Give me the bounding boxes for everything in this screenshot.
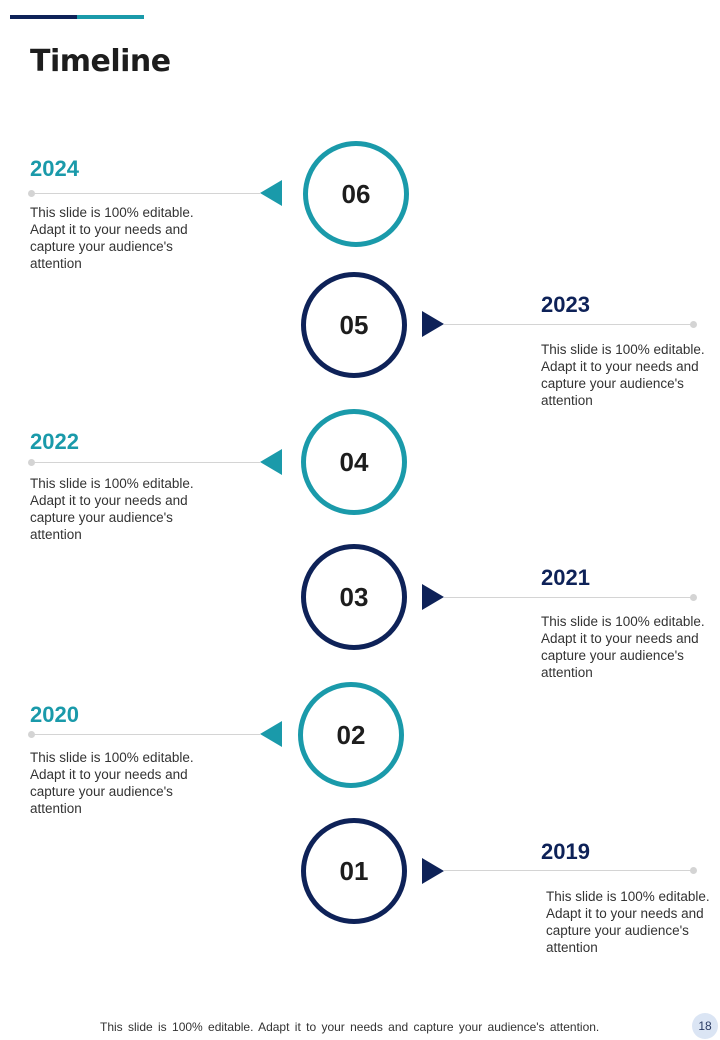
milestone-year: 2019: [541, 839, 590, 864]
milestone-circle-03: 03: [301, 544, 407, 650]
milestone-number: 06: [341, 178, 371, 209]
milestone-year: 2021: [541, 565, 590, 590]
milestone-description: This slide is 100% editable. Adapt it to…: [546, 889, 710, 955]
line-end-dot: [28, 459, 35, 466]
milestone-year: 2020: [30, 702, 79, 727]
page-title: Timeline: [30, 44, 171, 79]
pointer-right-icon: [422, 311, 444, 337]
milestone-number: 04: [339, 446, 369, 477]
line-end-dot: [28, 190, 35, 197]
connector-line: [32, 462, 260, 463]
milestone-year: 2024: [30, 156, 79, 181]
milestone-circle-01: 01: [301, 818, 407, 924]
milestone-circle-04: 04: [301, 409, 407, 515]
pointer-left-icon: [260, 449, 282, 475]
connector-line: [444, 324, 693, 325]
milestone-description: This slide is 100% editable. Adapt it to…: [541, 342, 705, 408]
milestone-year: 2023: [541, 292, 590, 317]
milestone-number: 02: [336, 719, 366, 750]
milestone-circle-02: 02: [298, 682, 404, 788]
connector-line: [444, 597, 693, 598]
page-number-badge: 18: [692, 1013, 718, 1039]
milestone-circle-05: 05: [301, 272, 407, 378]
milestone-description: This slide is 100% editable. Adapt it to…: [541, 614, 705, 680]
milestone-description: This slide is 100% editable. Adapt it to…: [30, 476, 194, 542]
line-end-dot: [690, 867, 697, 874]
milestone-year: 2022: [30, 429, 79, 454]
footer-note: This slide is 100% editable. Adapt it to…: [100, 1020, 600, 1034]
line-end-dot: [28, 731, 35, 738]
milestone-circle-06: 06: [303, 141, 409, 247]
milestone-number: 03: [339, 581, 369, 612]
top-accent-bar-navy: [10, 15, 77, 19]
milestone-description: This slide is 100% editable. Adapt it to…: [30, 205, 194, 271]
connector-line: [444, 870, 693, 871]
milestone-description: This slide is 100% editable. Adapt it to…: [30, 750, 194, 816]
line-end-dot: [690, 321, 697, 328]
top-accent-bar-teal: [77, 15, 144, 19]
connector-line: [32, 734, 260, 735]
pointer-left-icon: [260, 721, 282, 747]
milestone-number: 05: [339, 309, 369, 340]
pointer-right-icon: [422, 858, 444, 884]
line-end-dot: [690, 594, 697, 601]
milestone-number: 01: [339, 855, 369, 886]
pointer-right-icon: [422, 584, 444, 610]
connector-line: [32, 193, 260, 194]
pointer-left-icon: [260, 180, 282, 206]
